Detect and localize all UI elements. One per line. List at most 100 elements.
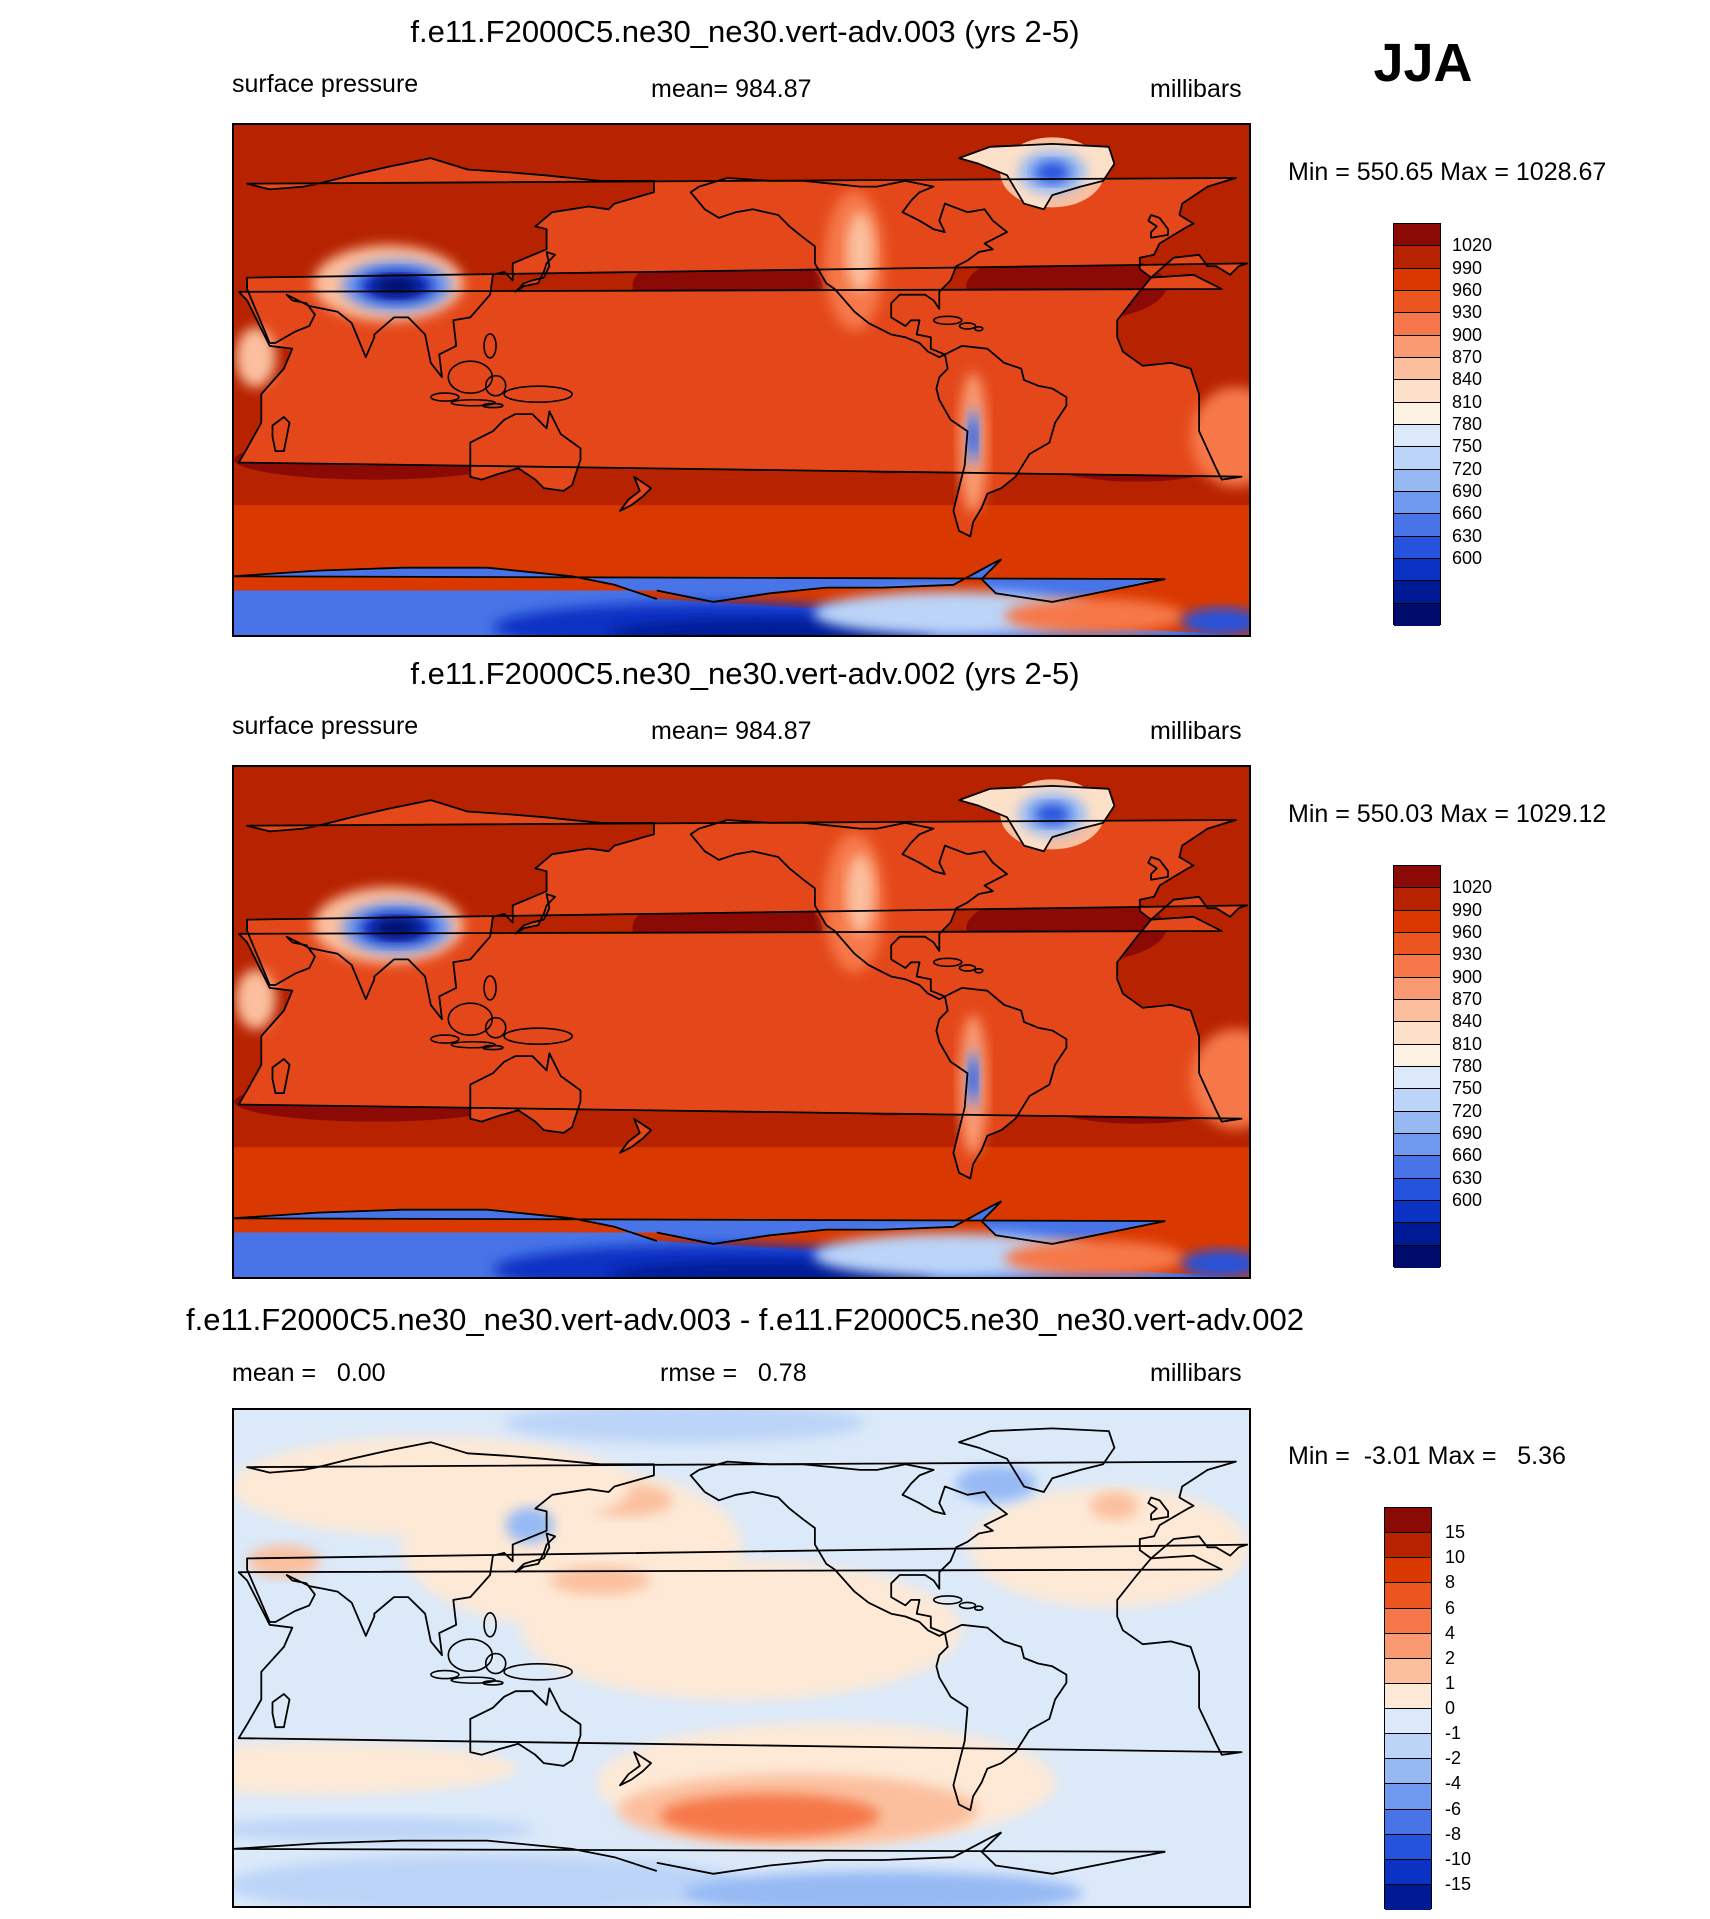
- diff-positive-south-pacific-core: [659, 1793, 880, 1838]
- coastline-nz: [619, 475, 653, 512]
- diff-positive-pacific-patch: [550, 1566, 651, 1595]
- colorbar-tick-label: -8: [1445, 1823, 1462, 1844]
- antarctic-plateau-east: [1181, 607, 1250, 636]
- colorbar-box: [1385, 1633, 1431, 1659]
- colorbar-tick-label: -4: [1445, 1773, 1462, 1794]
- ethiopian-highlands: [235, 327, 276, 388]
- colorbar-tick-label: 6: [1445, 1597, 1456, 1618]
- coastline-island: [958, 1601, 977, 1610]
- coastline-eurasia: [246, 799, 1249, 1021]
- coastline-australia: [469, 410, 582, 492]
- land-australia: [470, 1053, 581, 1133]
- colorbar-box: [1394, 1044, 1440, 1067]
- colorbar-tick-label: 630: [1452, 1167, 1483, 1188]
- panel-1-variable-label: surface pressure: [232, 70, 419, 98]
- panel-2-title: f.e11.F2000C5.ne30_ne30.vert-adv.002 (yr…: [410, 656, 1080, 691]
- colorbar-tick-label: 810: [1452, 1033, 1483, 1054]
- coastline-madagascar: [271, 416, 291, 453]
- colorbar-box: [1394, 1000, 1440, 1023]
- coastline-uk: [1147, 1496, 1169, 1521]
- colorbar-box: [1385, 1859, 1431, 1885]
- coastline-island: [450, 398, 496, 407]
- southern-africa-plateau: [1190, 386, 1250, 487]
- coastline-japan: [514, 1532, 557, 1574]
- colorbar-box: [1385, 1508, 1431, 1534]
- colorbar-tick-label: 900: [1452, 324, 1483, 345]
- diff-positive-indian-ocean: [233, 1742, 518, 1795]
- colorbar-box: [1385, 1533, 1431, 1559]
- colorbar-tick-label: 8: [1445, 1572, 1456, 1593]
- coastline-madagascar: [271, 1058, 291, 1095]
- coastline-uk: [1147, 856, 1169, 881]
- panel-3-rmse-label: rmse = 0.78: [660, 1359, 807, 1387]
- greenland-dome-core: [1034, 803, 1071, 826]
- coastline-nz: [619, 1751, 653, 1787]
- colorbar-box: [1394, 1178, 1440, 1201]
- coastline-island: [447, 360, 494, 394]
- diff-negative-antarctica-east: [233, 1854, 748, 1907]
- colorbar-box: [1394, 866, 1440, 889]
- colorbar-box: [1394, 425, 1440, 448]
- colorbar-tick-label: 810: [1452, 391, 1483, 412]
- colorbar-tick-label: 750: [1452, 436, 1483, 457]
- colorbar-box: [1385, 1834, 1431, 1860]
- colorbar-box: [1394, 1245, 1440, 1268]
- colorbar-box: [1394, 514, 1440, 537]
- colorbar-box: [1394, 977, 1440, 1000]
- colorbar-tick-label: 10: [1445, 1547, 1466, 1568]
- coastline-island: [482, 1044, 504, 1051]
- coastline-island: [483, 333, 497, 359]
- coastline-island: [503, 1663, 573, 1681]
- coastline-island: [503, 385, 573, 404]
- coastline-nz: [619, 1117, 653, 1154]
- colorbar-tick-label: 990: [1452, 257, 1483, 278]
- diff-negative-southern-ocean: [233, 1817, 535, 1842]
- diff-positive-central-pacific: [521, 1560, 962, 1701]
- rockies-peak: [846, 212, 875, 292]
- coastline-antarctica: [233, 558, 1166, 603]
- land-uk: [1148, 857, 1169, 880]
- coastline-samerica: [935, 1623, 1068, 1812]
- colorbar-box: [1394, 581, 1440, 604]
- colorbar-box: [1385, 1884, 1431, 1910]
- coastline-island: [450, 1040, 496, 1049]
- panel-3-units-label: millibars: [1150, 1359, 1242, 1387]
- panel-2-minmax-label: Min = 550.03 Max = 1029.12: [1288, 800, 1607, 828]
- diff-positive-iran: [247, 1545, 320, 1578]
- colorbar-tick-label: 0: [1445, 1698, 1456, 1718]
- coastline-greenland: [958, 1427, 1116, 1493]
- panel-3-title: f.e11.F2000C5.ne30_ne30.vert-adv.003 - f…: [186, 1302, 1304, 1337]
- panel-1-map: [233, 124, 1250, 636]
- colorbar-box: [1394, 469, 1440, 492]
- coastline-island: [447, 1002, 494, 1036]
- colorbar-tick-label: 990: [1452, 899, 1483, 920]
- colorbar-box: [1385, 1608, 1431, 1634]
- coastline-namerica: [689, 819, 1008, 1001]
- colorbar-box: [1394, 447, 1440, 470]
- diff-negative-antarctica-west: [682, 1871, 1083, 1907]
- coastline-australia: [469, 1052, 582, 1134]
- coastline-island: [430, 1034, 460, 1044]
- colorbar-box: [1394, 358, 1440, 381]
- panel-1-title: f.e11.F2000C5.ne30_ne30.vert-adv.003 (yr…: [410, 14, 1080, 49]
- panel-1-minmax-label: Min = 550.65 Max = 1028.67: [1288, 158, 1607, 186]
- colorbar-tick-label: 15: [1445, 1522, 1466, 1543]
- colorbar-box: [1394, 1089, 1440, 1112]
- coastline-greenland: [958, 142, 1116, 211]
- ethiopian-highlands: [235, 969, 276, 1030]
- diff-positive-north-atlantic-core: [1090, 1491, 1139, 1520]
- antarctic-coast-warm: [1004, 598, 1185, 635]
- colorbar-box: [1394, 888, 1440, 911]
- coastline-uk: [1147, 214, 1169, 239]
- land-australia: [470, 411, 581, 491]
- colorbar-box: [1385, 1658, 1431, 1684]
- panel-2-units-label: millibars: [1150, 717, 1242, 745]
- coastline-island: [973, 968, 984, 974]
- colorbar-tick-label: 1020: [1452, 235, 1493, 256]
- coastline-island: [483, 975, 497, 1001]
- colorbar-box: [1385, 1583, 1431, 1609]
- colorbar-tick-label: 960: [1452, 280, 1483, 300]
- colorbar-box: [1394, 492, 1440, 515]
- colorbar-tick-label: 600: [1452, 548, 1483, 568]
- colorbar-box: [1394, 1134, 1440, 1157]
